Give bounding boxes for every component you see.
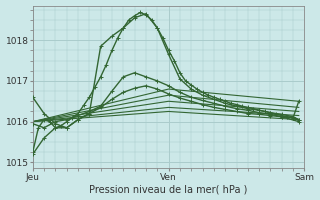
X-axis label: Pression niveau de la mer( hPa ): Pression niveau de la mer( hPa ) <box>89 184 248 194</box>
